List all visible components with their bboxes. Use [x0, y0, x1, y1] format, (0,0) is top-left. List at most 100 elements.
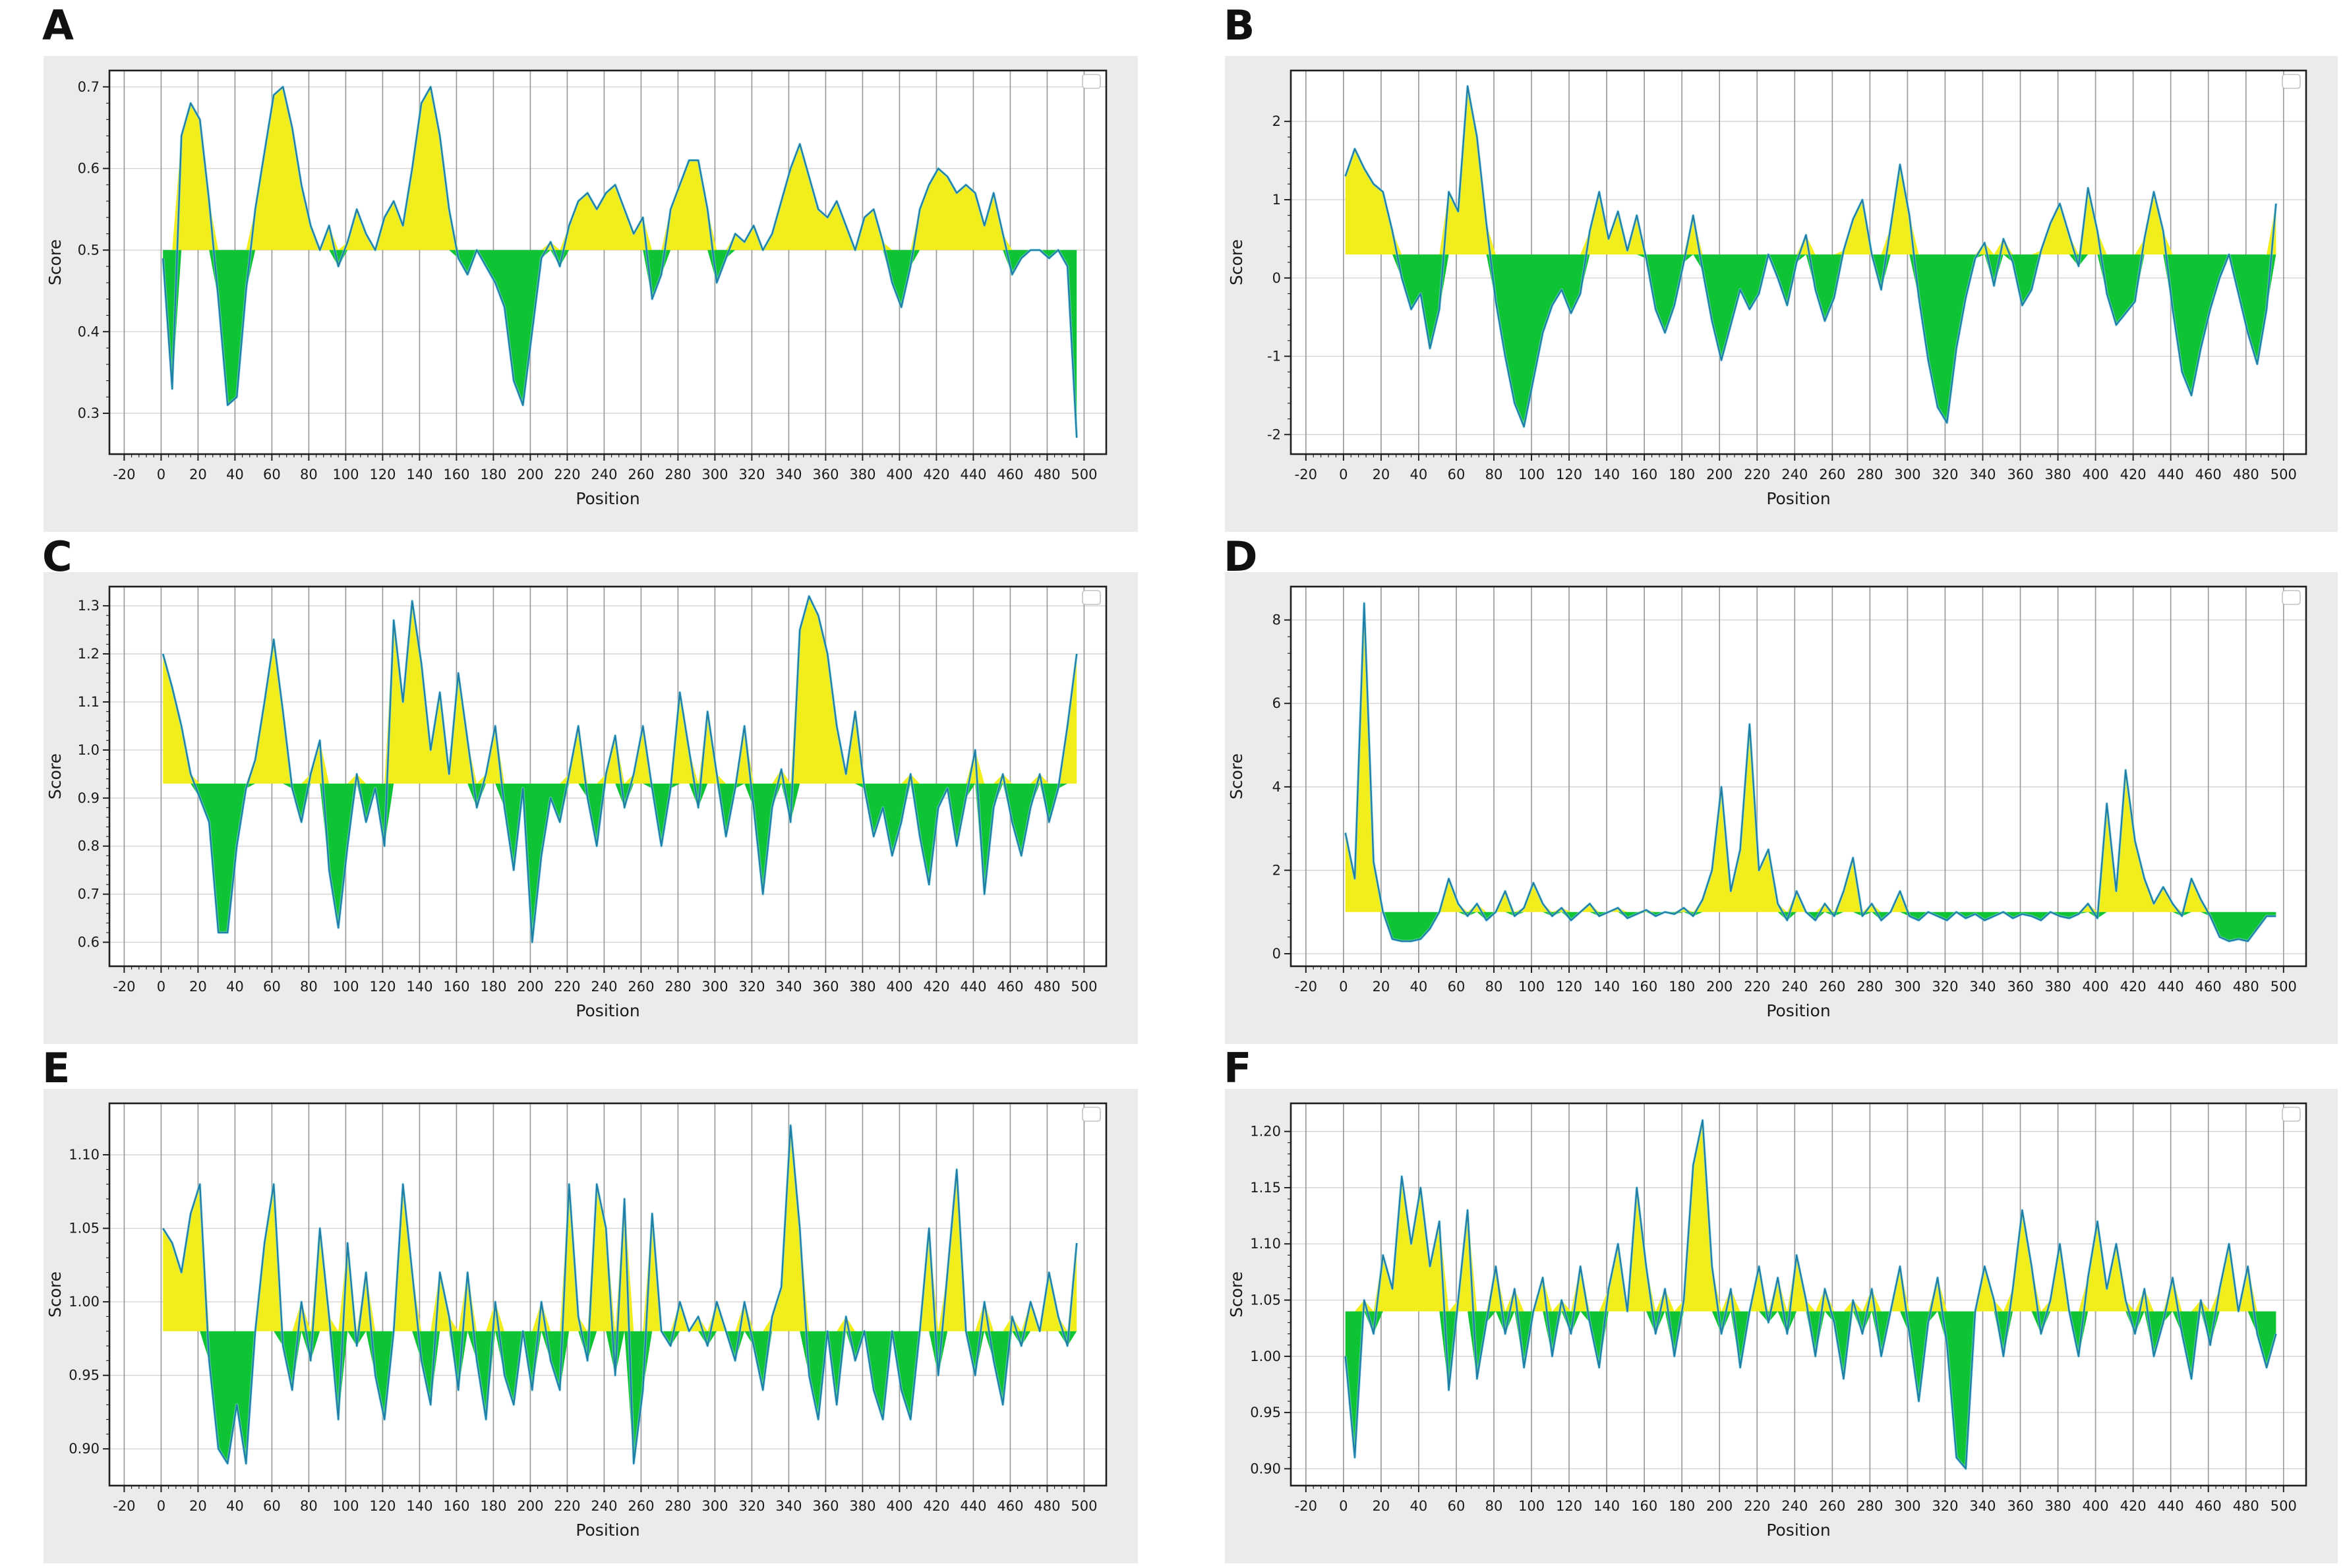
svg-text:380: 380 — [849, 979, 876, 995]
svg-text:320: 320 — [738, 979, 765, 995]
svg-text:8: 8 — [1272, 612, 1281, 628]
svg-text:460: 460 — [2195, 979, 2222, 995]
svg-text:300: 300 — [1894, 467, 1920, 482]
svg-text:Score: Score — [1227, 1271, 1246, 1318]
svg-text:0: 0 — [157, 1498, 165, 1514]
panel-e-figure: -20 0 20 40 60 80 100 120 140 160 180 200 220 240 260 2… — [44, 1089, 1138, 1563]
svg-text:0.95: 0.95 — [1250, 1405, 1281, 1420]
svg-text:100: 100 — [332, 467, 359, 482]
svg-text:40: 40 — [1410, 979, 1428, 995]
panel-b-figure: -20 0 20 40 60 80 100 120 140 160 180 200 220 240 260 2… — [1225, 56, 2338, 532]
svg-text:420: 420 — [923, 467, 949, 482]
svg-text:1.2: 1.2 — [78, 646, 100, 662]
svg-text:Position: Position — [576, 1521, 639, 1540]
svg-text:360: 360 — [812, 979, 839, 995]
svg-text:360: 360 — [2007, 979, 2033, 995]
svg-text:460: 460 — [2195, 467, 2222, 482]
svg-text:4: 4 — [1272, 779, 1281, 795]
svg-text:1.05: 1.05 — [69, 1221, 100, 1236]
svg-text:60: 60 — [1448, 1498, 1466, 1514]
svg-text:220: 220 — [1744, 979, 1770, 995]
svg-text:280: 280 — [1856, 467, 1883, 482]
svg-text:160: 160 — [443, 1498, 469, 1514]
svg-text:480: 480 — [2233, 979, 2259, 995]
svg-text:240: 240 — [591, 979, 617, 995]
svg-text:500: 500 — [1071, 979, 1097, 995]
svg-text:360: 360 — [812, 1498, 839, 1514]
svg-text:220: 220 — [554, 979, 580, 995]
svg-text:Position: Position — [1766, 1521, 1830, 1540]
svg-text:60: 60 — [1448, 467, 1466, 482]
svg-text:500: 500 — [2271, 467, 2297, 482]
svg-text:180: 180 — [1669, 1498, 1695, 1514]
panel-b-letter: B — [1224, 1, 1255, 49]
svg-text:480: 480 — [1034, 1498, 1060, 1514]
svg-text:20: 20 — [1373, 1498, 1390, 1514]
svg-text:500: 500 — [1071, 467, 1097, 482]
svg-text:40: 40 — [226, 979, 244, 995]
svg-text:0.7: 0.7 — [78, 79, 100, 95]
svg-text:1.00: 1.00 — [69, 1294, 100, 1310]
svg-text:20: 20 — [189, 1498, 207, 1514]
panel-f-letter: F — [1224, 1044, 1252, 1092]
svg-text:0.95: 0.95 — [69, 1368, 100, 1383]
svg-text:440: 440 — [2158, 467, 2184, 482]
svg-text:0.5: 0.5 — [78, 242, 100, 258]
svg-text:340: 340 — [775, 979, 802, 995]
svg-text:300: 300 — [701, 1498, 728, 1514]
svg-text:440: 440 — [2158, 979, 2184, 995]
svg-text:240: 240 — [591, 467, 617, 482]
svg-text:40: 40 — [226, 467, 244, 482]
svg-text:40: 40 — [1410, 467, 1428, 482]
svg-text:240: 240 — [591, 1498, 617, 1514]
svg-text:440: 440 — [960, 979, 986, 995]
svg-text:-20: -20 — [113, 1498, 135, 1514]
svg-text:220: 220 — [1744, 1498, 1770, 1514]
svg-text:Position: Position — [1766, 1001, 1830, 1020]
svg-text:260: 260 — [1819, 1498, 1845, 1514]
svg-text:-20: -20 — [113, 979, 135, 995]
svg-text:340: 340 — [775, 467, 802, 482]
svg-text:-20: -20 — [1295, 467, 1317, 482]
svg-text:500: 500 — [2271, 979, 2297, 995]
svg-text:Score: Score — [45, 1271, 65, 1318]
svg-text:120: 120 — [1556, 1498, 1582, 1514]
panel-d-letter: D — [1224, 533, 1258, 581]
svg-text:440: 440 — [960, 1498, 986, 1514]
svg-text:480: 480 — [2233, 467, 2259, 482]
panel-d-chart: -20 0 20 40 60 80 100 120 140 160 180 200 220 240 260 2… — [1227, 585, 2307, 1020]
panel-f-chart: -20 0 20 40 60 80 100 120 140 160 180 200 220 240 260 2… — [1227, 1102, 2307, 1540]
svg-text:440: 440 — [960, 467, 986, 482]
svg-text:20: 20 — [1373, 467, 1390, 482]
svg-text:460: 460 — [2195, 1498, 2222, 1514]
svg-text:0.90: 0.90 — [69, 1441, 100, 1457]
svg-text:0.4: 0.4 — [78, 324, 100, 339]
svg-text:180: 180 — [480, 467, 506, 482]
svg-text:360: 360 — [2007, 467, 2033, 482]
svg-text:80: 80 — [1485, 1498, 1503, 1514]
svg-text:160: 160 — [443, 467, 469, 482]
svg-text:440: 440 — [2158, 1498, 2184, 1514]
svg-text:300: 300 — [701, 979, 728, 995]
svg-text:220: 220 — [554, 467, 580, 482]
svg-text:400: 400 — [2083, 467, 2109, 482]
svg-text:420: 420 — [923, 979, 949, 995]
svg-text:280: 280 — [1856, 1498, 1883, 1514]
svg-text:180: 180 — [1669, 979, 1695, 995]
panel-e-letter: E — [42, 1044, 71, 1092]
svg-text:0.7: 0.7 — [78, 886, 100, 902]
panel-c-letter: C — [42, 533, 73, 581]
svg-text:420: 420 — [2120, 467, 2147, 482]
svg-text:140: 140 — [1593, 979, 1620, 995]
svg-text:360: 360 — [2007, 1498, 2033, 1514]
svg-text:1.10: 1.10 — [1250, 1236, 1281, 1252]
svg-text:260: 260 — [1819, 979, 1845, 995]
svg-text:340: 340 — [1969, 979, 1996, 995]
panel-f-figure: -20 0 20 40 60 80 100 120 140 160 180 200 220 240 260 2… — [1225, 1089, 2338, 1563]
svg-text:140: 140 — [406, 1498, 432, 1514]
svg-text:120: 120 — [1556, 467, 1582, 482]
svg-text:300: 300 — [701, 467, 728, 482]
svg-text:0: 0 — [157, 467, 165, 482]
svg-text:260: 260 — [628, 979, 654, 995]
